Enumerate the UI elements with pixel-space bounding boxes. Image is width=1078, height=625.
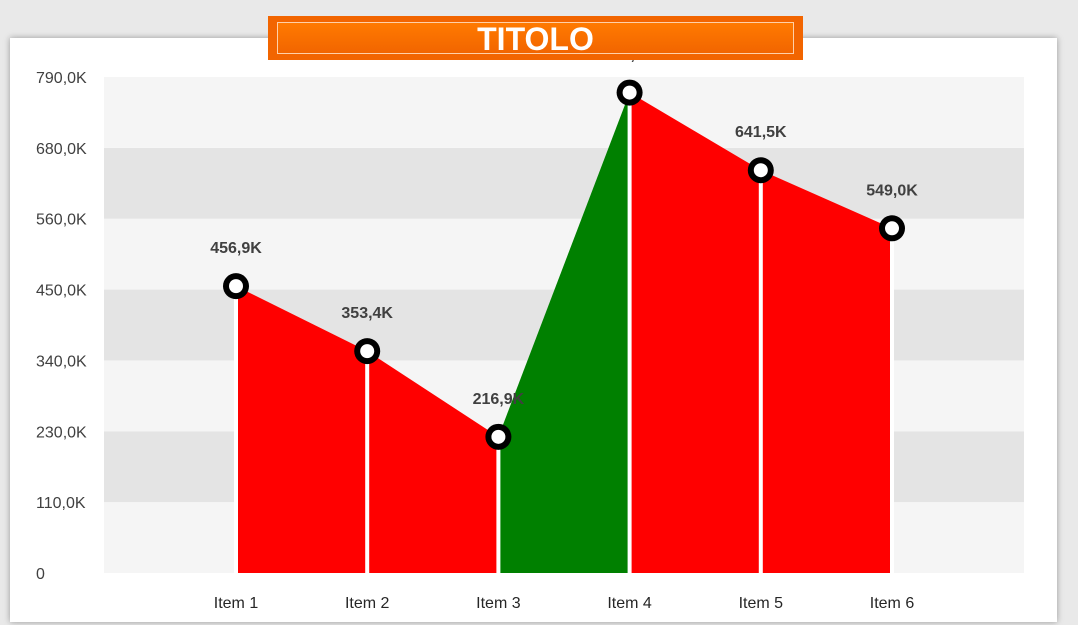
x-category-label: Item 4 bbox=[607, 595, 652, 612]
grid-band bbox=[104, 147, 1024, 219]
data-label: 456,9K bbox=[210, 240, 262, 257]
area-segment bbox=[236, 286, 368, 573]
area-segment bbox=[498, 92, 630, 574]
y-tick-label: 790,0K bbox=[36, 70, 87, 87]
x-category-label: Item 1 bbox=[214, 595, 259, 612]
data-point-marker bbox=[491, 429, 506, 444]
y-tick-label: 230,0K bbox=[36, 424, 87, 441]
y-tick-label: 450,0K bbox=[36, 283, 87, 300]
data-label: 641,5K bbox=[735, 124, 787, 141]
y-tick-label: 680,0K bbox=[36, 141, 87, 158]
area-segment bbox=[629, 92, 761, 574]
x-category-label: Item 6 bbox=[870, 595, 915, 612]
x-category-label: Item 3 bbox=[476, 595, 521, 612]
data-label: 549,0K bbox=[866, 182, 918, 199]
title-banner: TITOLO bbox=[268, 16, 803, 60]
area-segment bbox=[367, 351, 499, 573]
data-point-marker bbox=[360, 344, 375, 359]
data-point-marker bbox=[753, 163, 768, 178]
title-banner-inner bbox=[277, 22, 794, 54]
y-tick-label: 110,0K bbox=[36, 495, 86, 512]
data-point-marker bbox=[229, 279, 243, 294]
grid-band bbox=[104, 77, 1024, 148]
x-category-label: Item 2 bbox=[345, 595, 390, 612]
y-tick-label: 560,0K bbox=[36, 212, 87, 229]
data-label: 216,9K bbox=[473, 391, 525, 408]
y-tick-label: 0 bbox=[36, 566, 45, 583]
x-category-label: Item 5 bbox=[739, 595, 784, 612]
data-point-marker bbox=[885, 221, 899, 236]
y-tick-label: 340,0K bbox=[36, 353, 87, 370]
data-point-marker bbox=[622, 85, 637, 100]
area-segment bbox=[760, 170, 892, 573]
data-label: 353,4K bbox=[341, 305, 393, 322]
chart-title: TITOLO bbox=[477, 21, 594, 57]
